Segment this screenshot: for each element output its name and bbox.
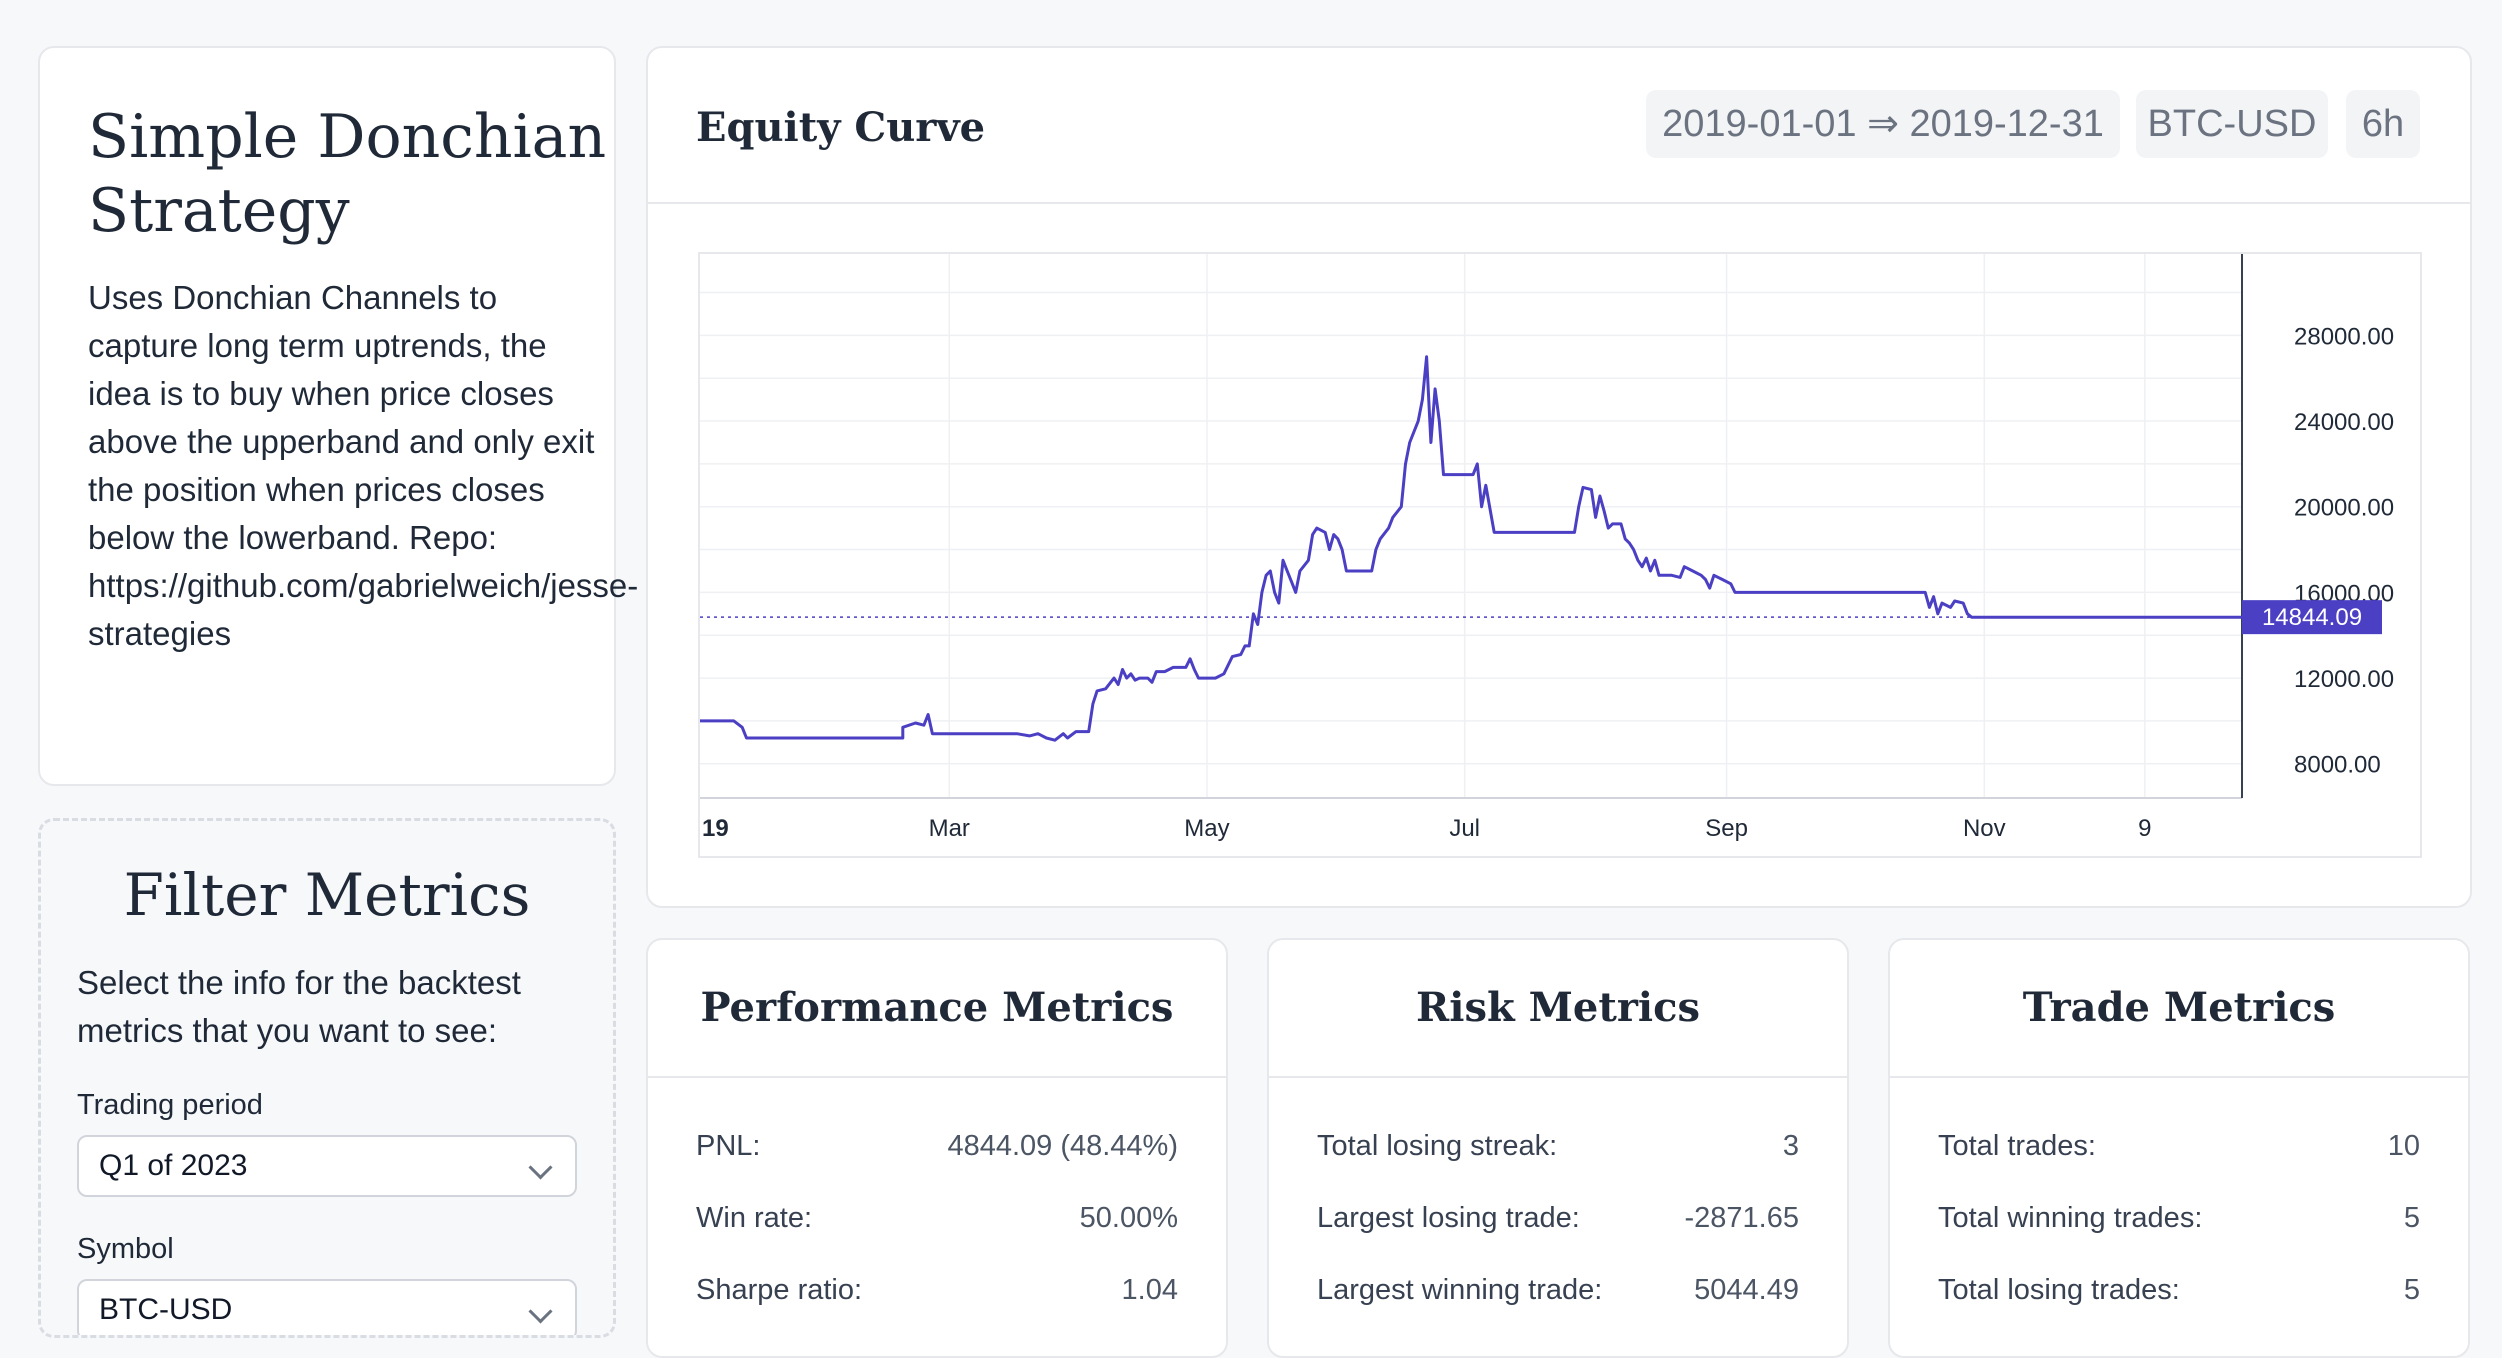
- equity-line: [700, 355, 2242, 742]
- performance-metrics-card: Performance Metrics PNL: 4844.09 (48.44%)…: [646, 938, 1228, 1358]
- y-tick-label: 28000.00: [2294, 323, 2394, 350]
- metric-value: 5: [2403, 1274, 2420, 1306]
- trade-metrics-card: Trade Metrics Total trades: 10 Total winn…: [1888, 938, 2470, 1358]
- metric-value: 4844.09 (48.44%): [947, 1130, 1178, 1162]
- strategy-description: Uses Donchian Channels to capture long t…: [88, 274, 638, 658]
- metric-label: PNL:: [696, 1130, 761, 1162]
- metric-row: Largest winning trade: 5044.49: [1317, 1274, 1799, 1314]
- metric-label: Total losing streak:: [1317, 1130, 1558, 1162]
- repo-link[interactable]: https://github.com/gabrielweich/jesse-: [88, 567, 639, 604]
- symbol-label: Symbol: [77, 1233, 174, 1265]
- trading-period-label: Trading period: [77, 1089, 263, 1121]
- metric-label: Total winning trades:: [1938, 1202, 2203, 1234]
- equity-header: Equity Curve 2019-01-01 ⇒ 2019-12-31 BTC…: [648, 48, 2470, 204]
- last-value-text: 14844.09: [2262, 604, 2362, 631]
- x-tick-label: 19: [702, 815, 729, 842]
- metric-value: 5044.49: [1694, 1274, 1799, 1306]
- metric-value: 1.04: [1121, 1274, 1178, 1306]
- strategy-description-text: Uses Donchian Channels to capture long t…: [88, 279, 595, 556]
- metric-label: Largest losing trade:: [1317, 1202, 1580, 1234]
- strategy-card: Simple Donchian Strategy Uses Donchian C…: [38, 46, 638, 786]
- symbol-value: BTC-USD: [99, 1293, 233, 1326]
- performance-metrics-header: Performance Metrics: [648, 940, 1226, 1078]
- metric-value: 50.00%: [1079, 1202, 1178, 1234]
- metric-label: Total trades:: [1938, 1130, 2096, 1162]
- metric-label: Largest winning trade:: [1317, 1274, 1603, 1306]
- symbol-select[interactable]: BTC-USD: [77, 1279, 577, 1335]
- metric-value: 5: [2403, 1202, 2420, 1234]
- metric-label: Total losing trades:: [1938, 1274, 2180, 1306]
- metric-label: Sharpe ratio:: [696, 1274, 863, 1306]
- metric-row: Largest losing trade: -2871.65: [1317, 1202, 1799, 1242]
- chart-grid: [700, 254, 2242, 798]
- last-value-label: 14844.09: [2242, 600, 2382, 635]
- x-tick-label: Nov: [1963, 815, 2006, 842]
- x-tick-label: Mar: [929, 815, 970, 842]
- chevron-down-icon: [528, 1155, 553, 1180]
- metric-row: PNL: 4844.09 (48.44%): [696, 1130, 1178, 1170]
- filter-title: Filter Metrics: [123, 861, 531, 929]
- x-tick-label: 9: [2138, 815, 2151, 842]
- symbol-badge: BTC-USD: [2136, 90, 2328, 158]
- metric-value: -2871.65: [1684, 1202, 1800, 1234]
- metric-row: Total losing streak: 3: [1317, 1130, 1799, 1170]
- y-tick-label: 12000.00: [2294, 666, 2394, 693]
- y-tick-label: 24000.00: [2294, 409, 2394, 436]
- performance-metrics-title: Performance Metrics: [700, 984, 1174, 1031]
- x-tick-label: Jul: [1449, 815, 1480, 842]
- risk-metrics-card: Risk Metrics Total losing streak: 3 Large…: [1267, 938, 1849, 1358]
- trade-metrics-header: Trade Metrics: [1890, 940, 2468, 1078]
- equity-title: Equity Curve: [696, 104, 986, 151]
- x-axis-ticks: 19 Mar May Jul Sep Nov 9: [702, 815, 2152, 842]
- metric-row: Total winning trades: 5: [1938, 1202, 2420, 1242]
- trading-period-value: Q1 of 2023: [99, 1149, 248, 1182]
- equity-chart[interactable]: 19 Mar May Jul Sep Nov 9 28000.00 24000.00 20000…: [698, 252, 2422, 858]
- metric-row: Win rate: 50.00%: [696, 1202, 1178, 1242]
- trading-period-select[interactable]: Q1 of 2023: [77, 1135, 577, 1197]
- risk-metrics-title: Risk Metrics: [1416, 984, 1700, 1031]
- repo-link-tail[interactable]: strategies: [88, 615, 232, 652]
- timeframe-badge: 6h: [2346, 90, 2420, 158]
- equity-curve-card: Equity Curve 2019-01-01 ⇒ 2019-12-31 BTC…: [646, 46, 2472, 908]
- risk-metrics-header: Risk Metrics: [1269, 940, 1847, 1078]
- metric-row: Total losing trades: 5: [1938, 1274, 2420, 1314]
- last-value-badge: [2242, 600, 2382, 635]
- metric-value: 3: [1782, 1130, 1799, 1162]
- x-tick-label: May: [1184, 815, 1229, 842]
- filter-description: Select the info for the backtest metrics…: [77, 964, 521, 1049]
- chart-frame: [698, 252, 2422, 858]
- y-tick-label: 20000.00: [2294, 495, 2394, 522]
- y-tick-label: 8000.00: [2294, 752, 2381, 779]
- metric-row: Total trades: 10: [1938, 1130, 2420, 1170]
- x-tick-label: Sep: [1705, 815, 1748, 842]
- chevron-down-icon: [528, 1299, 553, 1324]
- filter-metrics-card: Filter Metrics Select the info for the b…: [38, 818, 616, 1338]
- date-range-badge: 2019-01-01 ⇒ 2019-12-31: [1646, 90, 2120, 158]
- strategy-title: Simple Donchian Strategy: [88, 102, 607, 246]
- metric-row: Sharpe ratio: 1.04: [696, 1274, 1178, 1314]
- metric-value: 10: [2387, 1130, 2420, 1162]
- metric-label: Win rate:: [696, 1202, 813, 1234]
- trade-metrics-title: Trade Metrics: [2022, 984, 2336, 1031]
